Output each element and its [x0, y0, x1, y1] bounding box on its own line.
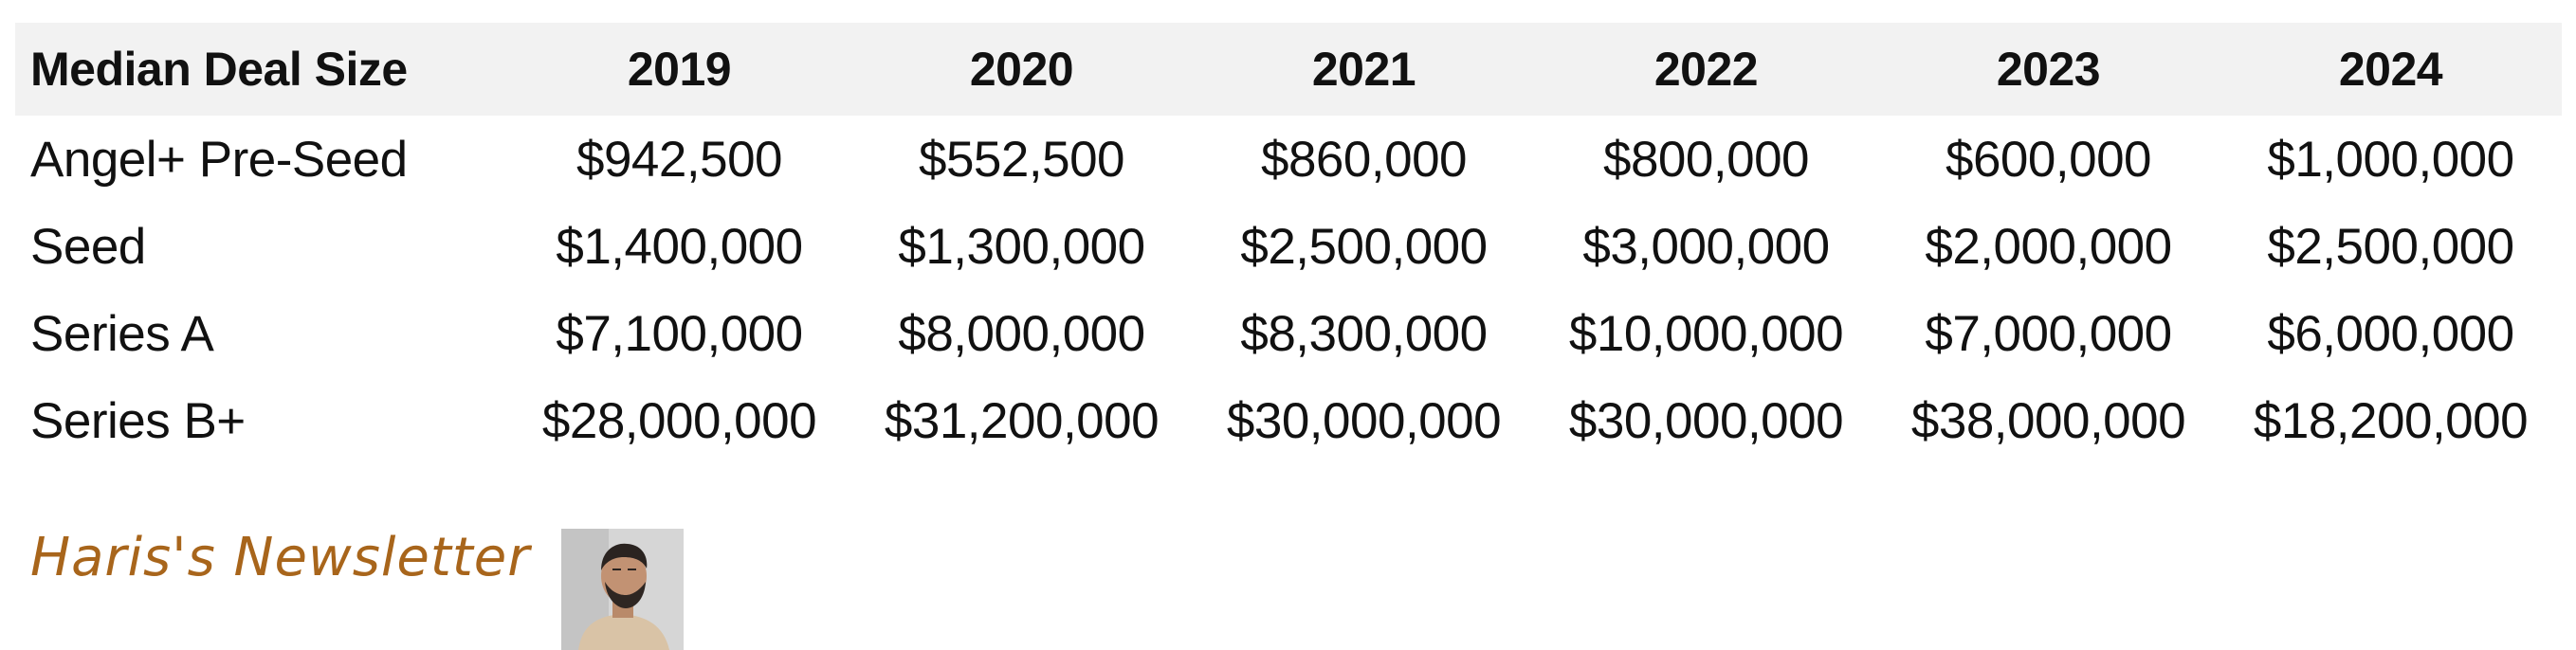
table-cell: $30,000,000	[1568, 392, 1844, 449]
median-deal-size-table: Median Deal Size 2019 2020 2021 2022 202…	[15, 23, 2562, 464]
table-cell: $3,000,000	[1582, 218, 1830, 275]
row-label: Angel+ Pre-Seed	[30, 131, 408, 188]
table-row: Angel+ Pre-Seed $942,500 $552,500 $860,0…	[15, 116, 2562, 203]
table-cell: $552,500	[918, 131, 1125, 188]
table-cell: $600,000	[1945, 131, 2152, 188]
table-cell: $30,000,000	[1226, 392, 1502, 449]
table-cell: $38,000,000	[1910, 392, 2186, 449]
table-cell: $31,200,000	[884, 392, 1160, 449]
table-cell: $800,000	[1602, 131, 1810, 188]
table-cell: $1,000,000	[2267, 131, 2514, 188]
table-cell: $7,000,000	[1925, 305, 2172, 362]
table-cell: $7,100,000	[556, 305, 803, 362]
row-label: Series B+	[30, 392, 246, 449]
table-cell: $2,000,000	[1925, 218, 2172, 275]
table-cell: $860,000	[1260, 131, 1468, 188]
table-cell: $2,500,000	[2267, 218, 2514, 275]
deal-size-table-container: Median Deal Size 2019 2020 2021 2022 202…	[15, 23, 2562, 464]
table-cell: $1,400,000	[556, 218, 803, 275]
table-cell: $1,300,000	[898, 218, 1145, 275]
row-label: Seed	[30, 218, 146, 275]
table-row: Series B+ $28,000,000 $31,200,000 $30,00…	[15, 377, 2562, 464]
avatar-photo-icon	[561, 529, 684, 650]
header-year: 2019	[627, 43, 732, 96]
newsletter-brand: Haris's Newsletter	[30, 527, 530, 588]
table-header-row: Median Deal Size 2019 2020 2021 2022 202…	[15, 23, 2562, 116]
table-cell: $18,200,000	[2253, 392, 2529, 449]
header-year: 2021	[1311, 43, 1416, 96]
header-year: 2020	[969, 43, 1074, 96]
newsletter-name: Haris's Newsletter	[30, 527, 531, 588]
table-cell: $28,000,000	[541, 392, 817, 449]
table-cell: $8,300,000	[1240, 305, 1488, 362]
table-cell: $10,000,000	[1568, 305, 1844, 362]
avatar	[561, 529, 684, 650]
table-cell: $6,000,000	[2267, 305, 2514, 362]
table-cell: $8,000,000	[898, 305, 1145, 362]
header-year: 2024	[2338, 43, 2443, 96]
header-label: Median Deal Size	[30, 43, 408, 96]
table-row: Seed $1,400,000 $1,300,000 $2,500,000 $3…	[15, 203, 2562, 290]
row-label: Series A	[30, 305, 214, 362]
table-row: Series A $7,100,000 $8,000,000 $8,300,00…	[15, 290, 2562, 377]
table-cell: $942,500	[575, 131, 783, 188]
header-year: 2023	[1996, 43, 2101, 96]
header-year: 2022	[1653, 43, 1759, 96]
table-cell: $2,500,000	[1240, 218, 1488, 275]
